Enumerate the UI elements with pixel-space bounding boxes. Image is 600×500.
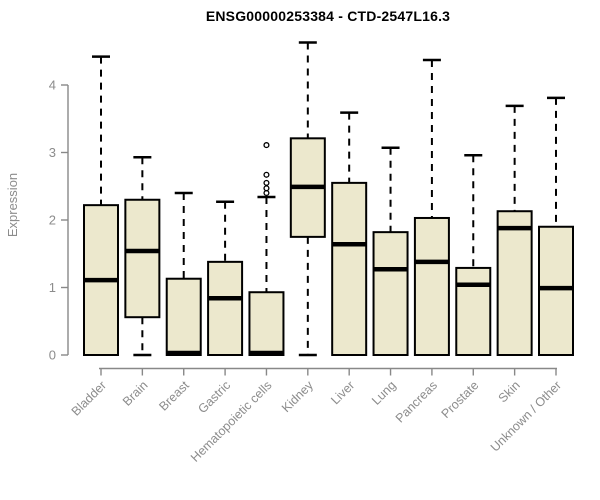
y-tick-label: 1	[49, 280, 56, 295]
box-hematopoietic-cells	[248, 291, 285, 357]
x-tick-label-lung: Lung	[369, 378, 399, 408]
x-tick-label-bladder: Bladder	[69, 378, 109, 418]
x-tick-label-kidney: Kidney	[279, 378, 316, 415]
outlier-point-hematopoietic-cells	[263, 142, 270, 149]
y-tick-label: 3	[49, 145, 56, 160]
x-tick-label-hematopoietic-cells: Hematopoietic cells	[188, 378, 275, 465]
box-prostate	[455, 266, 492, 356]
outlier-point-hematopoietic-cells	[263, 189, 270, 197]
y-tick-label: 4	[49, 78, 56, 93]
box-pancreas	[413, 216, 450, 356]
box-lung	[372, 231, 409, 356]
box-unknown-other	[538, 225, 574, 356]
box-liver	[331, 181, 368, 356]
x-tick-label-gastric: Gastric	[195, 378, 233, 416]
x-tick-label-unknown-other: Unknown / Other	[488, 378, 564, 454]
x-tick-label-liver: Liver	[328, 378, 357, 407]
box-brain	[124, 198, 161, 319]
chart-title: ENSG00000253384 - CTD-2547L16.3	[205, 8, 451, 24]
x-tick-label-skin: Skin	[496, 378, 523, 405]
box-gastric	[207, 260, 244, 357]
x-tick-label-brain: Brain	[120, 378, 151, 409]
y-tick-label: 2	[49, 213, 56, 228]
x-tick-label-pancreas: Pancreas	[393, 378, 440, 425]
x-tick-label-breast: Breast	[156, 378, 192, 414]
box-breast	[165, 277, 202, 357]
outlier-point-hematopoietic-cells	[263, 171, 270, 178]
box-skin	[496, 210, 533, 356]
x-tick-label-prostate: Prostate	[439, 378, 482, 421]
outlier-point-hematopoietic-cells	[263, 179, 270, 186]
y-tick-label: 0	[49, 348, 56, 363]
